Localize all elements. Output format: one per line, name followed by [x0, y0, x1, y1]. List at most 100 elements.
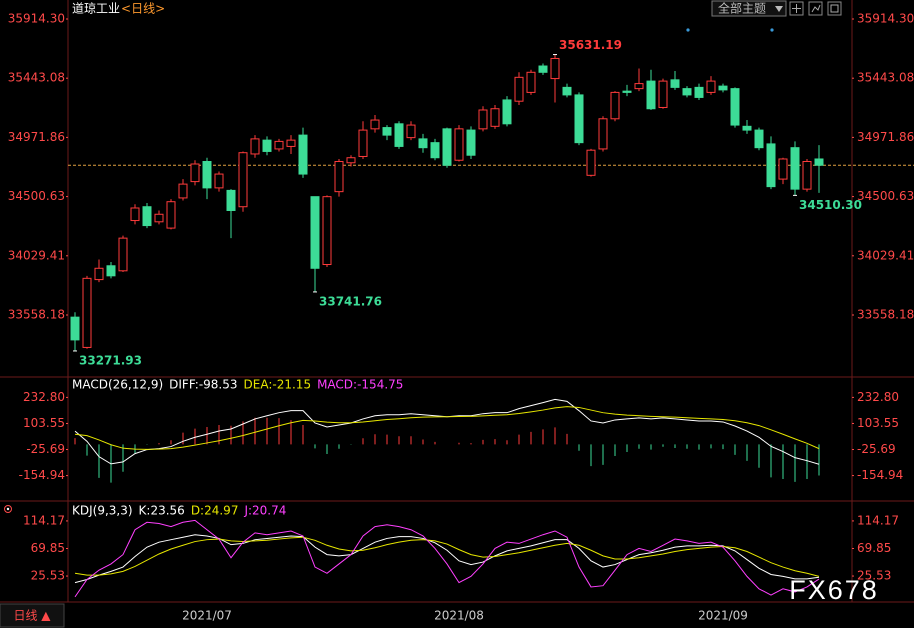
x-tick-label: 2021/07 — [182, 609, 232, 623]
candle-body — [598, 118, 608, 150]
y-tick-label: 34500.63 — [857, 189, 914, 203]
legend-entry: MACD:-154.75 — [317, 378, 403, 392]
candle-body — [274, 140, 284, 150]
y-tick-label: 34971.86 — [857, 130, 914, 144]
annotation: 34510.30 — [799, 198, 862, 212]
candle-body — [430, 142, 440, 159]
candle-body — [70, 316, 80, 341]
candle-body — [394, 123, 404, 147]
candle-body — [370, 119, 380, 130]
candle-body — [790, 147, 800, 190]
y-tick-label: -25.69 — [857, 442, 896, 456]
candle-body — [502, 99, 512, 125]
annotation: 33271.93 — [79, 353, 142, 367]
indicator-line — [74, 406, 820, 450]
y-tick-label: 232.80 — [857, 390, 899, 404]
candle-body — [766, 143, 776, 188]
y-tick-label: 34971.86 — [8, 130, 65, 144]
annotation: 33741.76 — [319, 294, 382, 308]
watermark: FX678 — [789, 575, 879, 605]
indicator-line — [74, 519, 820, 598]
event-dot — [770, 28, 774, 32]
candle-body — [706, 80, 716, 93]
toolbar: 全部主题 — [711, 0, 842, 17]
theme-button[interactable] — [711, 0, 787, 17]
legend-entry: DEA:-21.15 — [244, 378, 312, 392]
indicator-title: MACD(26,12,9) — [72, 378, 163, 392]
theme-button-label: 全部主题 — [718, 1, 766, 16]
candle-body — [670, 79, 680, 88]
candle-body — [166, 201, 176, 229]
candle-body — [514, 76, 524, 102]
settings-icon[interactable] — [4, 505, 12, 513]
candle-body — [250, 138, 260, 155]
y-tick-label: 33558.18 — [8, 307, 65, 321]
period-button[interactable] — [0, 603, 65, 628]
y-tick-label: 232.80 — [23, 390, 65, 404]
candle-body — [382, 127, 392, 136]
y-tick-label: 69.85 — [31, 541, 65, 555]
y-tick-label: 34500.63 — [8, 189, 65, 203]
candle-body — [262, 139, 272, 152]
y-tick-label: 34029.41 — [857, 248, 914, 262]
y-tick-label: 114.17 — [857, 513, 899, 527]
candle-body — [466, 129, 476, 156]
candle-body — [310, 196, 320, 269]
legend-entry: J:20.74 — [243, 504, 286, 518]
candle-body — [226, 189, 236, 211]
candle-body — [238, 152, 248, 208]
y-tick-label: -154.94 — [857, 468, 903, 482]
y-tick-label: 69.85 — [857, 541, 891, 555]
tool-icon[interactable] — [789, 1, 804, 16]
indicator-line — [74, 534, 820, 584]
legend-entry: DIFF:-98.53 — [169, 378, 237, 392]
tool-icon-glyph — [830, 4, 839, 13]
candle-body — [634, 83, 644, 90]
candle-body — [586, 149, 596, 176]
candle-body — [646, 80, 656, 110]
dropdown-arrow — [775, 6, 783, 12]
tool-icon[interactable] — [827, 1, 842, 16]
candle-body — [286, 139, 296, 147]
y-tick-label: 33558.18 — [857, 307, 914, 321]
candle-body — [346, 157, 356, 164]
candle-body — [622, 90, 632, 93]
candle-body — [478, 109, 488, 130]
candle-body — [142, 206, 152, 227]
x-tick-label: 2021/08 — [434, 609, 484, 623]
candle-body — [190, 163, 200, 183]
candle-body — [202, 160, 212, 189]
y-tick-label: 25.53 — [857, 569, 891, 583]
candle-body — [322, 196, 332, 266]
candle-body — [130, 207, 140, 222]
candle-body — [178, 183, 188, 199]
legend-entry: K:23.56 — [139, 504, 185, 518]
candle-body — [526, 71, 536, 93]
x-tick-label: 2021/09 — [698, 609, 748, 623]
candle-body — [814, 158, 824, 166]
y-tick-label: 114.17 — [23, 513, 65, 527]
candle-body — [418, 138, 428, 149]
y-tick-label: 35914.30 — [8, 11, 65, 25]
indicator-line — [74, 536, 820, 577]
y-tick-label: 35914.30 — [857, 11, 914, 25]
y-tick-label: -25.69 — [26, 442, 65, 456]
candle-body — [730, 88, 740, 126]
candle-body — [94, 267, 104, 281]
candle-body — [574, 94, 584, 144]
candle-body — [802, 160, 812, 190]
candle-body — [694, 86, 704, 98]
candle-body — [406, 124, 416, 139]
indicator-title: KDJ(9,3,3) — [72, 504, 133, 518]
tool-icon-glyph — [811, 4, 821, 13]
annotation: 35631.19 — [559, 38, 622, 52]
y-tick-label: 34029.41 — [8, 248, 65, 262]
candle-body — [658, 80, 668, 108]
candle-body — [610, 91, 620, 120]
candle-body — [682, 88, 692, 96]
legend-entry: D:24.97 — [191, 504, 239, 518]
tool-icon[interactable] — [808, 1, 823, 16]
candle-body — [82, 277, 92, 348]
